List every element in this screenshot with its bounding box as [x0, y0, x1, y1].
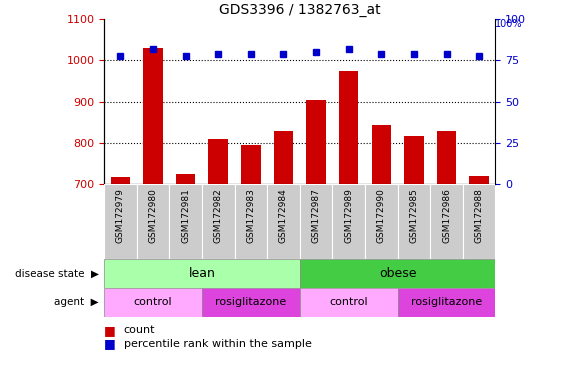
Text: GSM172984: GSM172984: [279, 188, 288, 243]
Text: GSM172990: GSM172990: [377, 188, 386, 243]
Bar: [430, 184, 463, 259]
Bar: [104, 259, 300, 288]
Text: GSM172979: GSM172979: [116, 188, 125, 243]
Text: rosiglitazone: rosiglitazone: [411, 297, 482, 308]
Text: GSM172987: GSM172987: [311, 188, 320, 243]
Bar: [404, 136, 424, 184]
Bar: [306, 100, 326, 184]
Text: control: control: [134, 297, 172, 308]
Text: GSM172985: GSM172985: [409, 188, 418, 243]
Bar: [339, 71, 359, 184]
Bar: [300, 184, 332, 259]
Title: GDS3396 / 1382763_at: GDS3396 / 1382763_at: [219, 3, 381, 17]
Bar: [104, 184, 137, 259]
Text: ■: ■: [104, 324, 116, 337]
Text: GSM172983: GSM172983: [247, 188, 256, 243]
Bar: [300, 259, 495, 288]
Text: lean: lean: [189, 267, 216, 280]
Text: 100%: 100%: [495, 19, 523, 29]
Text: obese: obese: [379, 267, 417, 280]
Text: GSM172982: GSM172982: [214, 188, 223, 243]
Bar: [470, 176, 489, 184]
Bar: [332, 184, 365, 259]
Bar: [143, 48, 163, 184]
Bar: [104, 288, 202, 317]
Bar: [169, 184, 202, 259]
Text: percentile rank within the sample: percentile rank within the sample: [124, 339, 312, 349]
Bar: [111, 177, 130, 184]
Bar: [397, 288, 495, 317]
Bar: [241, 145, 261, 184]
Bar: [137, 184, 169, 259]
Bar: [372, 125, 391, 184]
Text: agent  ▶: agent ▶: [54, 297, 99, 308]
Text: GSM172989: GSM172989: [344, 188, 353, 243]
Bar: [202, 184, 235, 259]
Text: GSM172981: GSM172981: [181, 188, 190, 243]
Bar: [463, 184, 495, 259]
Text: disease state  ▶: disease state ▶: [15, 268, 99, 279]
Bar: [267, 184, 300, 259]
Text: control: control: [329, 297, 368, 308]
Text: GSM172986: GSM172986: [442, 188, 451, 243]
Bar: [235, 184, 267, 259]
Text: GSM172988: GSM172988: [475, 188, 484, 243]
Bar: [365, 184, 397, 259]
Text: GSM172980: GSM172980: [149, 188, 158, 243]
Bar: [397, 184, 430, 259]
Text: count: count: [124, 325, 155, 335]
Bar: [437, 131, 457, 184]
Bar: [202, 288, 300, 317]
Bar: [274, 131, 293, 184]
Text: ■: ■: [104, 337, 116, 350]
Bar: [300, 288, 397, 317]
Bar: [176, 174, 195, 184]
Bar: [208, 139, 228, 184]
Text: rosiglitazone: rosiglitazone: [215, 297, 287, 308]
